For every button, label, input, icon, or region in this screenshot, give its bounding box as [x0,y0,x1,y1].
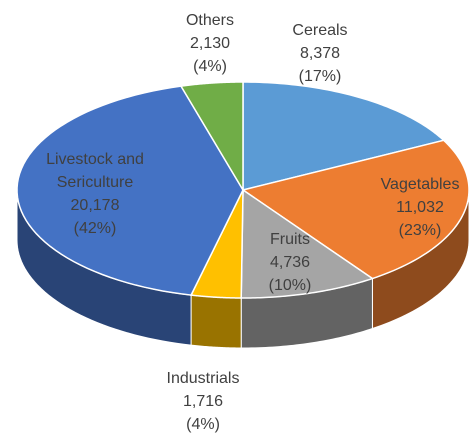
value-label: 2,130 [189,35,231,52]
data-label: Cereals 8,378 (17%) [255,19,385,88]
pie-slice [179,81,244,193]
value-label: 1,716 [182,393,224,410]
data-label: Vagetables 11,032 (23%) [355,173,472,242]
category-label: Industrials [166,370,240,387]
percent-label: (23%) [398,222,442,239]
pie-slice [16,85,244,296]
pie-slice [241,139,470,280]
percent-label: (4%) [186,416,220,433]
data-label: Industrials 1,716 (4%) [138,367,268,435]
category-label: Others [185,12,234,29]
category-label: Cereals [292,22,348,39]
slice-side [190,294,242,349]
category-label: Fruits [270,231,310,248]
percent-label: (10%) [268,277,312,294]
data-label: Livestock and Sericulture 20,178 (42%) [30,148,160,240]
data-label: Fruits 4,736 (10%) [225,228,355,297]
value-label: 20,178 [70,197,120,214]
category-label: Vagetables [380,176,460,193]
value-label: 8,378 [299,45,341,62]
pie-slice [242,81,446,191]
percent-label: (4%) [193,58,227,75]
value-label: 4,736 [269,254,311,271]
percent-label: (17%) [298,68,342,85]
data-label: Others 2,130 (4%) [145,9,275,78]
pie-slice [240,188,375,299]
category-label: Livestock and Sericulture [46,151,144,191]
value-label: 11,032 [396,199,444,216]
percent-label: (42%) [73,220,117,237]
